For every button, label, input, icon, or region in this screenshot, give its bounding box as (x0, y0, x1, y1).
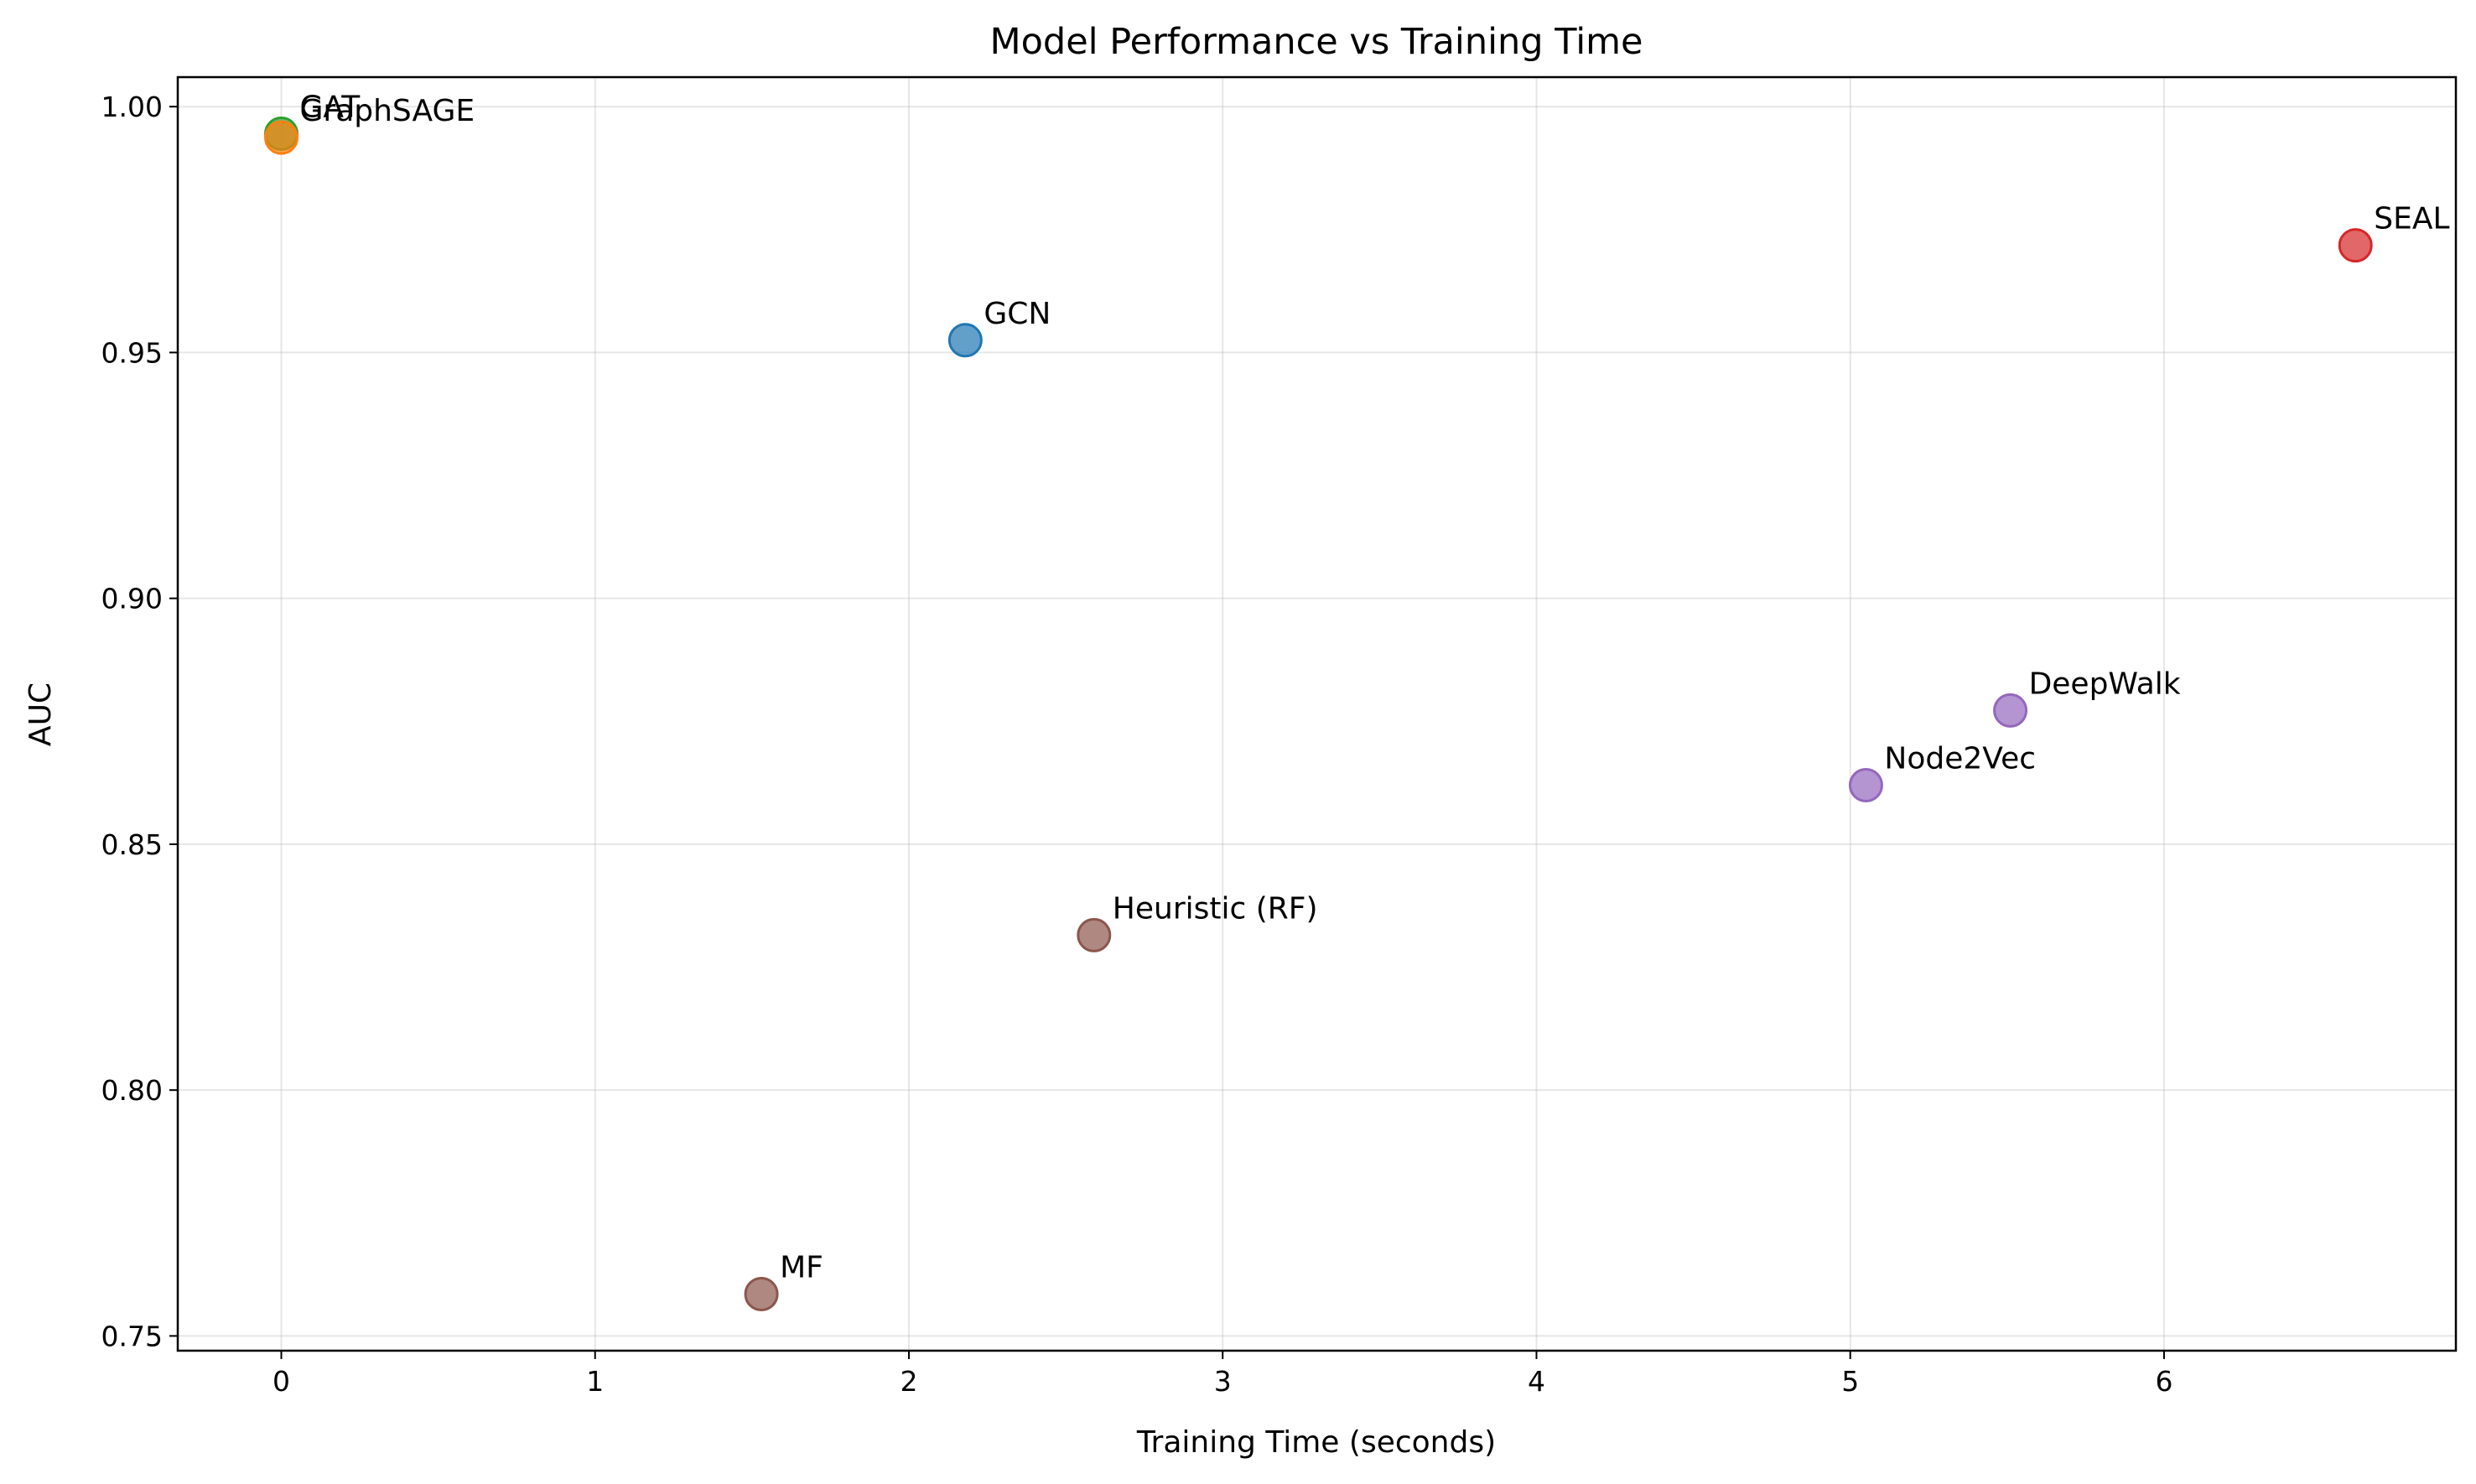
y-tick-label: 1.00 (101, 91, 163, 123)
data-point-node2vec (1848, 768, 1883, 803)
point-label-mf: MF (780, 1251, 823, 1285)
data-point-heuristic-rf (1077, 917, 1112, 952)
chart-title: Model Performance vs Training Time (989, 21, 1643, 63)
point-label-node2vec: Node2Vec (1884, 742, 2036, 776)
point-label-heuristic-rf: Heuristic (RF) (1113, 891, 1318, 926)
x-tick-label: 2 (900, 1365, 917, 1398)
data-point-deepwalk (1993, 693, 2028, 728)
y-tick-label: 0.90 (101, 583, 163, 615)
data-point-gcn (947, 323, 983, 358)
point-label-deepwalk: DeepWalk (2029, 667, 2181, 701)
point-label-gcn: GCN (984, 297, 1051, 331)
y-tick-label: 0.95 (101, 336, 163, 369)
y-tick-label: 0.85 (101, 828, 163, 861)
y-tick-label: 0.75 (101, 1320, 163, 1352)
x-tick-label: 6 (2155, 1365, 2172, 1398)
data-point-seal (2338, 228, 2373, 263)
point-label-seal: SEAL (2374, 202, 2449, 236)
point-label-graphsage: GraphSAGE (300, 94, 475, 128)
x-tick-label: 1 (586, 1365, 604, 1398)
x-tick-label: 4 (1528, 1365, 1545, 1398)
point-label-gat: GAT (300, 90, 361, 124)
x-tick-label: 3 (1214, 1365, 1232, 1398)
y-tick-label: 0.80 (101, 1074, 163, 1107)
x-tick-label: 0 (273, 1365, 290, 1398)
x-tick-label: 5 (1841, 1365, 1859, 1398)
y-axis-label: AUC (23, 682, 58, 746)
data-point-graphsage (264, 120, 298, 155)
point-layer (264, 116, 2373, 1312)
tick-layer: 0 1 2 3 4 5 6 0.75 0.80 0.85 0.90 0.95 1.00 (101, 91, 2173, 1398)
data-point-mf (744, 1277, 779, 1312)
grid-layer (178, 77, 2456, 1351)
x-axis-label: Training Time (seconds) (1136, 1425, 1496, 1460)
plot-frame (176, 75, 2458, 1352)
